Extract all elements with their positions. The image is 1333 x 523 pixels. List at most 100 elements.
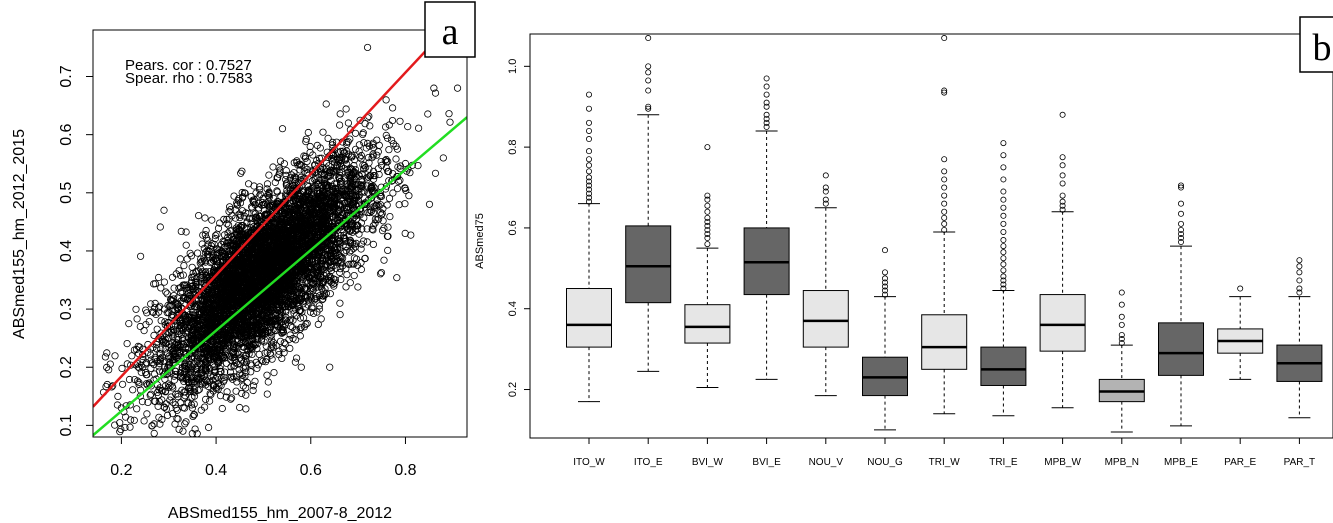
scatter-point — [367, 207, 375, 215]
scatter-point — [183, 255, 191, 263]
scatter-point — [387, 136, 396, 144]
scatter-point — [147, 300, 155, 308]
scatter-point — [329, 275, 338, 283]
scatter-point — [182, 228, 190, 236]
scatter-point — [216, 219, 224, 227]
scatter-point — [214, 359, 222, 367]
scatter-point — [269, 163, 277, 171]
scatter-point — [385, 146, 393, 154]
scatter-point — [224, 229, 232, 237]
scatter-point — [139, 350, 147, 359]
scatter-point — [388, 117, 397, 125]
scatter-point — [270, 368, 278, 377]
scatter-point — [431, 169, 440, 177]
scatter-point — [414, 162, 422, 170]
scatter-point — [153, 341, 161, 349]
scatter-point — [206, 397, 214, 405]
scatter-point — [361, 163, 370, 172]
scatter-point — [249, 386, 257, 395]
scatter-point — [297, 161, 305, 170]
scatter-point — [313, 156, 321, 165]
scatter-point — [385, 194, 394, 202]
scatter-point — [265, 171, 273, 179]
scatter-point — [302, 135, 310, 143]
scatter-point — [160, 278, 168, 286]
scatter-point — [192, 275, 201, 283]
scatter-point — [407, 231, 415, 239]
scatter-point — [155, 273, 163, 282]
scatter-point — [383, 201, 391, 209]
scatter-point — [148, 421, 156, 430]
scatter-point — [295, 161, 304, 169]
scatter-point — [262, 199, 270, 207]
scatter-point — [235, 365, 243, 374]
scatter-point — [380, 224, 388, 232]
scatter-point — [194, 249, 202, 257]
scatter-point — [275, 347, 283, 355]
scatter-point — [204, 285, 212, 294]
scatter-point — [190, 411, 198, 419]
scatter-point — [232, 224, 240, 232]
scatter-point — [175, 425, 183, 433]
scatter-point — [385, 121, 393, 129]
scatter-point — [347, 260, 355, 268]
scatter-point — [286, 344, 294, 352]
scatter-point — [258, 198, 267, 207]
scatter-point — [148, 308, 157, 316]
scatter-point — [153, 325, 161, 333]
scatter-point — [301, 164, 309, 172]
scatter-point — [377, 192, 386, 201]
scatter-point — [123, 339, 131, 348]
scatter-point — [273, 187, 281, 195]
scatter-point — [165, 361, 173, 369]
scatter-point — [302, 138, 310, 146]
scatter-point — [369, 240, 377, 248]
scatter-point — [319, 128, 327, 136]
scatter-point — [342, 105, 350, 113]
scatter-point — [348, 151, 356, 159]
scatter-point — [151, 397, 159, 405]
scatter-point — [248, 350, 256, 358]
scatter-point — [318, 284, 326, 293]
scatter-point — [296, 332, 304, 340]
scatter-point — [328, 182, 336, 190]
scatter-point — [256, 190, 264, 198]
scatter-point — [259, 357, 267, 365]
scatter-point — [103, 349, 111, 357]
scatter-point — [370, 184, 379, 192]
scatter-point — [336, 268, 344, 277]
scatter-point — [130, 346, 138, 354]
scatter-point — [384, 223, 392, 231]
scatter-point — [300, 167, 308, 175]
scatter-point — [236, 403, 244, 412]
scatter-point — [401, 159, 410, 168]
scatter-point — [133, 377, 142, 385]
scatter-point — [245, 180, 253, 188]
scatter-point — [322, 159, 331, 167]
scatter-point — [242, 405, 250, 413]
scatter-point — [173, 406, 181, 414]
scatter-point — [296, 166, 304, 174]
scatter-point — [116, 428, 124, 436]
scatter-point — [369, 226, 377, 234]
scatter-point — [155, 363, 163, 371]
scatter-point — [250, 382, 258, 390]
scatter-point — [151, 304, 159, 312]
scatter-point — [163, 411, 172, 419]
scatter-point — [396, 117, 404, 125]
scatter-point — [326, 167, 334, 175]
scatter-point — [373, 151, 381, 159]
scatter-point — [192, 324, 200, 332]
scatter-point — [103, 380, 111, 389]
scatter-point — [354, 283, 362, 291]
scatter-point — [168, 273, 177, 281]
scatter-point — [149, 308, 158, 317]
scatter-point — [166, 396, 174, 404]
scatter-point — [176, 255, 184, 263]
scatter-point — [224, 238, 232, 247]
scatter-point — [181, 339, 189, 347]
scatter-point — [346, 279, 354, 287]
scatter-point — [366, 122, 374, 130]
scatter-point — [237, 169, 245, 177]
scatter-point — [205, 423, 213, 432]
